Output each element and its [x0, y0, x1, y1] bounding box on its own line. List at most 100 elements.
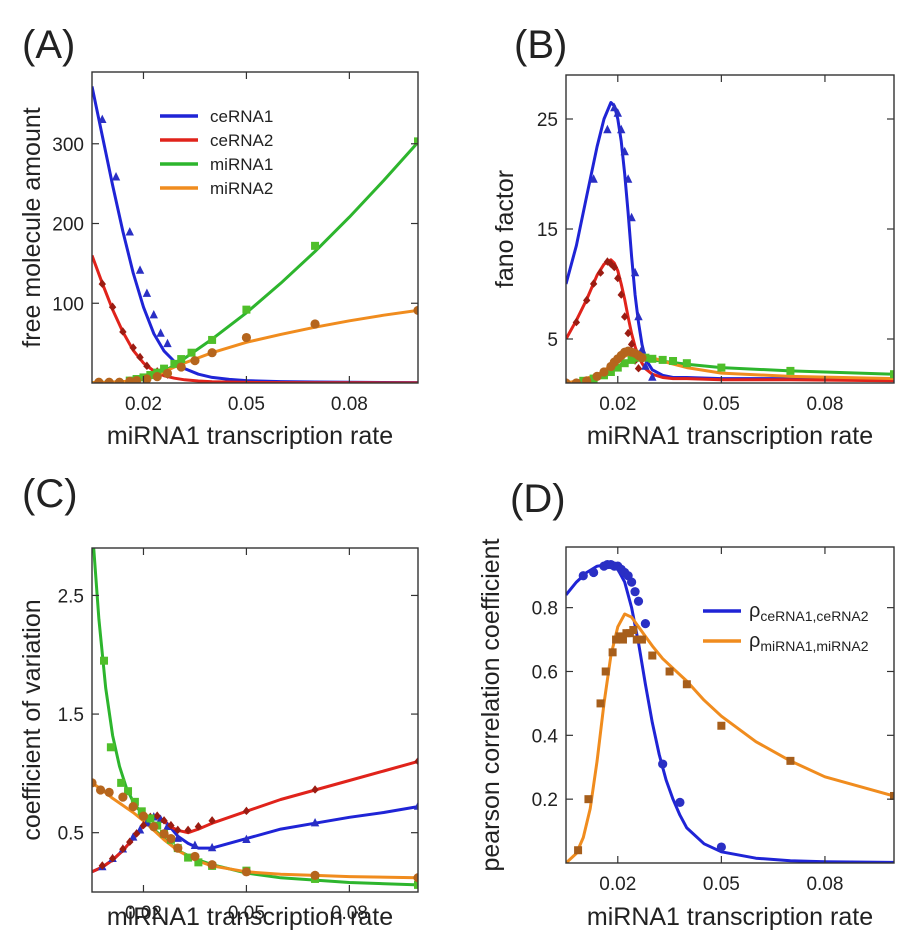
data-point-square — [130, 797, 139, 806]
data-point-circle — [176, 362, 186, 372]
data-point-circle — [413, 305, 418, 316]
data-point-square — [890, 791, 894, 800]
data-point-triangle — [207, 842, 217, 852]
data-point-diamond — [617, 290, 625, 299]
data-point-diamond — [596, 268, 605, 277]
data-point-diamond — [572, 317, 581, 327]
y-tick-label: 100 — [52, 294, 84, 315]
data-point-triangle — [589, 174, 598, 183]
data-point-triangle — [623, 174, 633, 183]
data-point-diamond — [194, 822, 203, 831]
legend-label: ρmiRNA1,miRNA2 — [749, 630, 869, 654]
data-point-square — [574, 846, 583, 855]
data-point-circle — [190, 356, 200, 366]
data-point-diamond — [126, 837, 134, 846]
data-point-triangle — [641, 361, 650, 370]
y-axis-label: free molecule amount — [18, 107, 46, 347]
data-point-circle — [658, 759, 668, 769]
data-point-circle — [566, 378, 571, 383]
data-point-diamond — [174, 825, 182, 835]
data-point-square — [187, 348, 196, 357]
y-tick-label: 300 — [52, 135, 84, 156]
data-point-diamond — [160, 816, 168, 825]
panel-label: (C) — [22, 472, 78, 516]
data-point-triangle — [149, 310, 158, 319]
data-point-circle — [578, 571, 588, 581]
data-point-triangle — [648, 372, 657, 381]
data-point-circle — [599, 367, 609, 377]
data-point-square — [194, 858, 203, 867]
data-point-square — [627, 355, 636, 364]
data-point-circle — [159, 829, 169, 839]
data-point-diamond — [119, 327, 127, 336]
plot-area — [566, 559, 894, 863]
y-tick-label: 0.5 — [58, 824, 84, 845]
data-point-circle — [104, 377, 114, 383]
x-tick-label: 0.08 — [806, 874, 843, 895]
data-point-square — [146, 814, 155, 823]
data-point-diamond — [98, 861, 106, 870]
data-point-circle — [241, 332, 252, 343]
data-point-circle — [118, 792, 128, 802]
panel-c: (C) 0.02 0.05 0.08 0.5 1.5 2.5 miRNA1 transcrip… — [18, 472, 419, 931]
data-point-square — [682, 359, 691, 368]
data-point-circle — [310, 870, 320, 880]
x-tick-label: 0.05 — [228, 903, 265, 924]
y-tick-label: 0.4 — [532, 726, 559, 747]
data-point-triangle — [630, 267, 640, 277]
data-point-square — [601, 667, 610, 676]
y-tick-label: 200 — [52, 215, 84, 236]
data-point-circle — [152, 372, 162, 382]
data-point-triangle — [413, 801, 418, 810]
data-point-diamond — [589, 279, 598, 288]
y-tick-label: 5 — [547, 330, 558, 351]
data-point-circle — [241, 867, 252, 877]
data-point-square — [606, 368, 615, 376]
data-point-square — [613, 363, 622, 372]
data-point-circle — [207, 348, 217, 358]
x-tick-label: 0.05 — [703, 874, 740, 895]
data-point-triangle — [173, 833, 182, 842]
data-point-triangle — [190, 840, 200, 849]
data-point-square — [648, 354, 657, 363]
data-point-circle — [592, 371, 602, 381]
data-point-triangle — [98, 114, 107, 124]
data-point-diamond — [153, 811, 161, 820]
plot-area — [566, 101, 894, 383]
data-point-triangle — [620, 146, 629, 156]
data-point-triangle — [125, 227, 134, 236]
plot-area — [92, 548, 418, 889]
data-point-circle — [95, 785, 106, 795]
data-point-square — [311, 241, 320, 250]
legend-label: ρceRNA1,ceRNA2 — [749, 600, 869, 624]
data-point-circle — [128, 801, 138, 812]
data-point-diamond — [129, 343, 137, 352]
y-tick-label: 0.2 — [532, 790, 558, 811]
data-point-square — [146, 371, 155, 380]
x-tick-label: 0.02 — [599, 874, 636, 895]
y-tick-label: 2.5 — [58, 586, 84, 607]
x-axis-label: miRNA1 transcription rate — [107, 903, 393, 931]
series-line-green — [92, 548, 418, 887]
data-point-triangle — [310, 818, 320, 827]
data-point-square — [629, 625, 638, 634]
data-point-square — [637, 635, 646, 644]
data-point-circle — [142, 374, 152, 383]
legend-label: ceRNA2 — [210, 131, 273, 150]
legend: ceRNA1 ceRNA2 miRNA1 miRNA2 — [160, 107, 273, 198]
panel-d: (D) 0.02 0.05 0.08 0.2 0.4 0.6 0.8 miRNA1 transc… — [477, 477, 895, 931]
y-tick-label: 0.8 — [532, 599, 558, 620]
data-point-square — [414, 880, 418, 889]
data-point-square — [717, 721, 726, 730]
data-point-diamond — [610, 262, 619, 272]
data-point-square — [596, 699, 605, 708]
data-point-circle — [162, 368, 173, 379]
x-tick-label: 0.05 — [228, 394, 265, 415]
legend-label: miRNA1 — [210, 155, 273, 174]
data-point-diamond — [136, 352, 144, 362]
data-point-diamond — [414, 756, 418, 766]
data-point-square — [786, 366, 795, 375]
data-point-diamond — [108, 302, 117, 311]
plot-frame — [565, 74, 895, 384]
legend-label: ceRNA1 — [210, 107, 273, 126]
